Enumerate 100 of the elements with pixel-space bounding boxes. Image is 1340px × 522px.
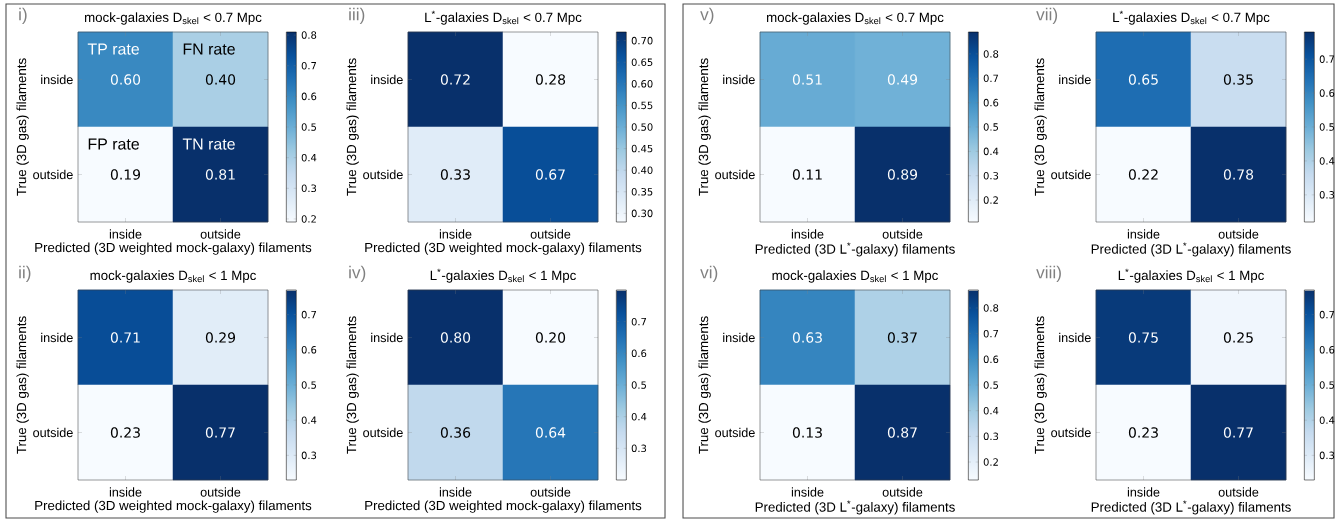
color-bar-label: 0.7	[301, 310, 317, 319]
y-axis-title: True (3D gas) filaments	[16, 58, 29, 196]
color-bar-label: 0.7	[631, 317, 647, 326]
text: vii)	[1036, 7, 1058, 24]
y-tick-label: inside	[723, 74, 755, 85]
color-bar-label: 0.8	[983, 304, 999, 312]
x-axis-title: Predicted (3D L$^{*}$-galaxy) filaments	[1091, 242, 1291, 257]
color-bar-label: 0.65	[631, 58, 653, 66]
x-tick-label: inside	[439, 229, 472, 239]
data-label: 0.80	[440, 332, 471, 343]
data-label: 0.40	[205, 74, 236, 85]
color-bar-label: 0.2	[983, 458, 998, 466]
data-label: 0.33	[440, 169, 470, 180]
y-tick-label: inside	[41, 332, 73, 343]
x-tick-label: outside	[1218, 487, 1259, 497]
data-label: 0.63	[792, 332, 822, 343]
x-tick-label: inside	[439, 487, 472, 497]
color-bar-label: 0.5	[631, 381, 646, 389]
color-bar-label: 0.6	[301, 92, 317, 101]
y-tick-label: inside	[1059, 332, 1091, 343]
text: iii)	[349, 7, 365, 24]
data-label: 0.78	[1223, 169, 1254, 180]
x-tick-label: inside	[1127, 487, 1160, 497]
x-tick-label: outside	[882, 229, 923, 239]
chart-title: L$^{*}$-galaxies D$_{skel}$ < 0.7 Mpc	[425, 10, 582, 25]
y-axis-title: True (3D gas) filaments	[1034, 58, 1047, 196]
y-tick-label: inside	[371, 332, 403, 343]
color-bar-label: 0.4	[983, 406, 999, 415]
color-bar-label: 0.35	[631, 188, 653, 196]
data-label: 0.77	[205, 427, 235, 438]
data-label: 0.49	[887, 74, 918, 85]
color-bar-label: 0.40	[631, 166, 653, 174]
y-tick-label: outside	[363, 169, 403, 180]
color-bar-label: 0.4	[1319, 416, 1335, 424]
color-bar-label: 0.4	[301, 153, 317, 162]
color-bar-label: 0.5	[983, 123, 999, 131]
x-tick-label: outside	[200, 487, 241, 497]
data-label: 0.60	[110, 74, 141, 85]
x-tick-label: outside	[882, 487, 923, 497]
data-label: 0.13	[792, 427, 822, 438]
color-bar-label: 0.5	[1319, 123, 1335, 131]
data-label: 0.35	[1223, 74, 1253, 85]
color-bar-label: 0.50	[631, 123, 653, 131]
y-tick-label: outside	[1051, 169, 1091, 180]
color-bar-label: 0.4	[1319, 157, 1335, 165]
x-axis-title: Predicted (3D L$^{*}$-galaxy) filaments	[1091, 500, 1291, 515]
data-label: 0.20	[535, 332, 566, 343]
color-bar-label: 0.6	[631, 349, 647, 358]
chart-title: mock-galaxies D$_{skel}$ < 1 Mpc	[90, 270, 256, 283]
annotation: TN rate	[182, 138, 235, 150]
y-tick-label: outside	[33, 169, 73, 180]
color-bar-label: 0.45	[631, 144, 653, 153]
color-bar-label: 0.5	[301, 381, 316, 389]
y-axis-title: True (3D gas) filaments	[1034, 316, 1047, 454]
data-label: 0.19	[110, 169, 141, 180]
color-bar-label: 0.6	[1319, 346, 1335, 354]
chart-title: L$^{*}$-galaxies D$_{skel}$ < 0.7 Mpc	[1113, 10, 1270, 25]
color-bar-label: 0.7	[983, 329, 999, 338]
data-label: 0.23	[1128, 427, 1158, 438]
data-label: 0.36	[440, 427, 471, 438]
color-bar-label: 0.4	[631, 412, 647, 421]
x-axis-title: Predicted (3D weighted mock-galaxy) filaments	[35, 242, 312, 255]
color-bar-label: 0.30	[631, 209, 653, 218]
data-label: 0.28	[535, 74, 566, 85]
annotation: TP rate	[87, 43, 139, 55]
color-bar-label: 0.7	[1319, 310, 1335, 319]
x-axis-title: Predicted (3D weighted mock-galaxy) filaments	[365, 242, 642, 255]
color-bar-label: 0.3	[1319, 191, 1335, 199]
data-label: 0.51	[792, 74, 822, 85]
data-label: 0.89	[887, 169, 918, 180]
annotation: FP rate	[88, 138, 139, 150]
color-bar-label: 0.8	[983, 50, 999, 58]
x-tick-label: inside	[791, 487, 824, 497]
x-tick-label: outside	[200, 229, 241, 239]
color-bar-label: 0.8	[301, 31, 317, 39]
x-tick-label: inside	[109, 487, 142, 497]
data-label: 0.11	[792, 169, 822, 180]
y-axis-title: True (3D gas) filaments	[698, 58, 711, 196]
data-label: 0.29	[205, 332, 236, 343]
y-tick-label: outside	[363, 427, 403, 438]
data-label: 0.25	[1223, 332, 1253, 343]
y-axis-title: True (3D gas) filaments	[346, 316, 359, 454]
color-bar-label: 0.5	[301, 123, 316, 131]
color-bar-label: 0.2	[983, 196, 998, 204]
data-label: 0.81	[205, 169, 235, 180]
color-bar-label: 0.3	[983, 171, 999, 180]
chart-title: mock-galaxies D$_{skel}$ < 0.7 Mpc	[767, 12, 944, 25]
text: ii)	[19, 265, 31, 282]
chart-title: mock-galaxies D$_{skel}$ < 1 Mpc	[772, 270, 938, 283]
data-label: 0.72	[440, 74, 470, 85]
data-label: 0.71	[110, 332, 140, 343]
y-tick-label: outside	[715, 427, 755, 438]
color-bar-label: 0.3	[631, 444, 647, 453]
x-tick-label: inside	[791, 229, 824, 239]
text: viii)	[1036, 265, 1061, 282]
y-tick-label: inside	[723, 332, 755, 343]
data-label: 0.77	[1223, 427, 1253, 438]
color-bar-label: 0.4	[301, 416, 317, 424]
annotation: FN rate	[183, 43, 235, 55]
color-bar-label: 0.55	[631, 101, 653, 110]
